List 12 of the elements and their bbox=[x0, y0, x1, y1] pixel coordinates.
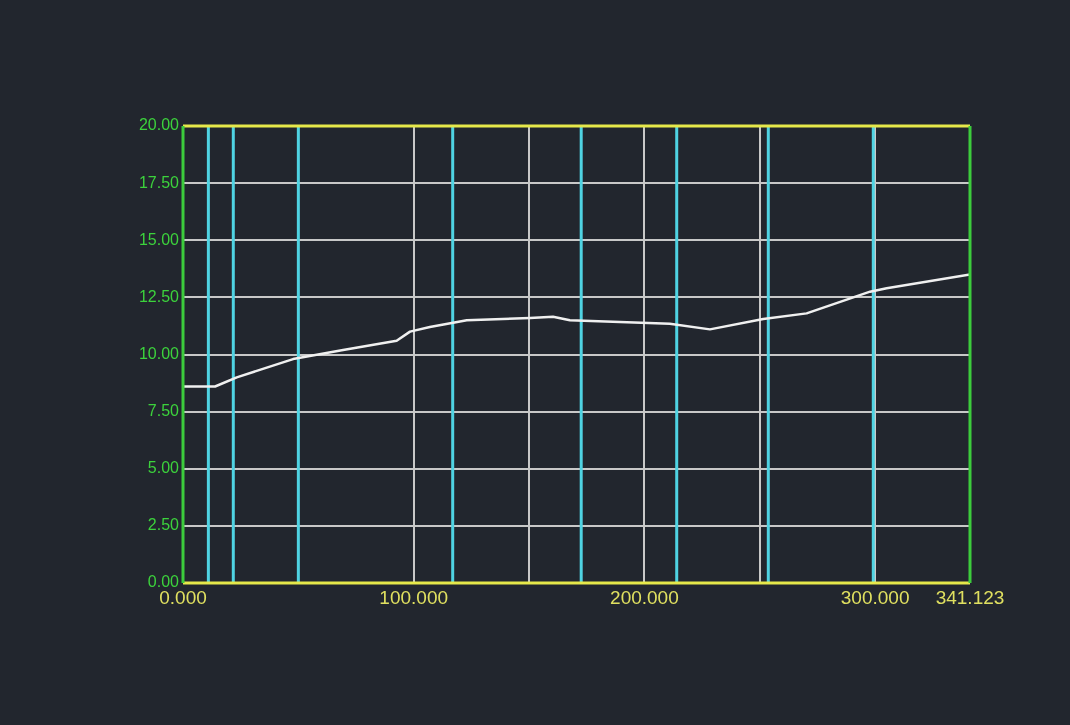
y-tick-label: 15.00 bbox=[138, 230, 180, 248]
x-tick-label: 100.000 bbox=[379, 586, 449, 608]
y-tick-label: 7.50 bbox=[147, 402, 180, 420]
y-tick-label: 17.50 bbox=[138, 173, 180, 191]
y-tick-label: 10.00 bbox=[138, 344, 180, 362]
y-tick-label: 12.50 bbox=[138, 287, 180, 305]
x-tick-label: 200.000 bbox=[610, 586, 679, 608]
x-tick-label: 341.123 bbox=[935, 586, 1005, 608]
x-tick-label: 300.000 bbox=[840, 586, 910, 608]
y-tick-label: 5.00 bbox=[147, 459, 180, 477]
y-tick-label: 2.50 bbox=[147, 516, 180, 534]
y-tick-label: 20.00 bbox=[138, 116, 180, 134]
